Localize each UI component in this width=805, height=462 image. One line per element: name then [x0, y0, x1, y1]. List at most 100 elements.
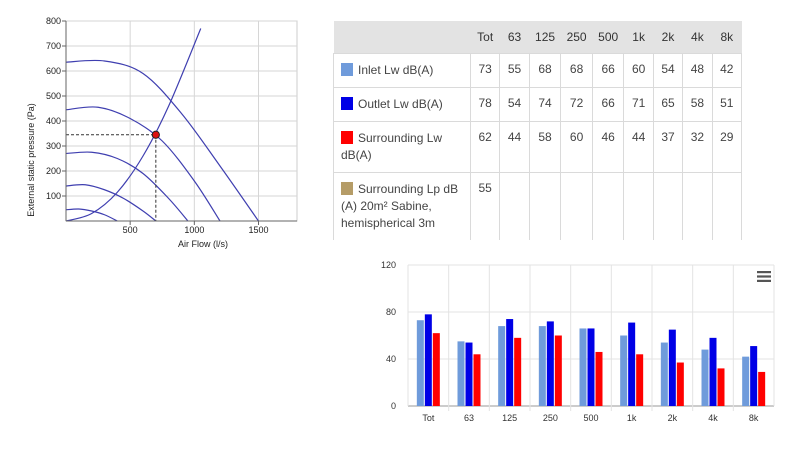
- fan-curve-line: [65, 184, 157, 222]
- operating-point-marker: [151, 130, 160, 139]
- fan-chart-grid: [65, 20, 298, 222]
- table-cell: [711, 172, 743, 240]
- bar-surrounding-lw-db-a: [554, 335, 562, 406]
- table-cell: [682, 172, 713, 240]
- table-cell: 72: [560, 87, 593, 122]
- fan-x-tick-label: 1500: [248, 225, 268, 235]
- table-cell: [652, 172, 684, 240]
- table-header-cell: 2k: [653, 21, 683, 54]
- table-cell: 78: [469, 87, 501, 122]
- bar-surrounding-lw-db-a: [758, 371, 766, 406]
- table-row: Surrounding Lw dB(A) 62 44 58 60 46 44 37 32 29: [333, 121, 743, 173]
- bar-x-tick-label: 8k: [749, 413, 759, 423]
- bar-y-tick-label: 120: [381, 260, 396, 270]
- fan-curve-line: [65, 208, 118, 222]
- bar-inlet-lw-db-a: [742, 356, 750, 406]
- fan-y-tick-label: 100: [46, 191, 61, 201]
- table-cell: 55: [499, 53, 530, 88]
- series-color-swatch: [341, 131, 353, 144]
- table-cell: 37: [652, 121, 684, 173]
- table-cell: 46: [591, 121, 625, 173]
- table-cell: [560, 172, 593, 240]
- bar-x-tick-label: 2k: [668, 413, 678, 423]
- table-row: Inlet Lw dB(A) 73 55 68 68 66 60 54 48 42: [333, 53, 743, 88]
- table-header-row: Tot 63 125 250 500 1k 2k 4k 8k: [333, 21, 742, 54]
- table-cell: 60: [560, 121, 593, 173]
- bar-x-tick-label: Tot: [422, 413, 435, 423]
- bar-inlet-lw-db-a: [416, 320, 424, 406]
- fan-curve-line: [65, 151, 189, 222]
- bar-inlet-lw-db-a: [538, 326, 546, 406]
- bar-x-tick-label: 500: [583, 413, 598, 423]
- table-header-cell: 4k: [682, 21, 713, 54]
- row-label-text: Inlet Lw dB(A): [358, 63, 434, 77]
- table-row: Surrounding Lp dB (A) 20m² Sabine, hemis…: [333, 172, 743, 240]
- table-cell: 60: [623, 53, 654, 88]
- bar-x-tick-label: 63: [464, 413, 474, 423]
- table-cell: 58: [682, 87, 713, 122]
- table-row-label: Outlet Lw dB(A): [333, 87, 471, 122]
- sound-bar-chart: 0 40 80 120 Tot 63 125 250 500 1k 2k 4k 8k: [381, 260, 775, 423]
- table-cell: [591, 172, 625, 240]
- table-cell: 42: [711, 53, 743, 88]
- fan-chart-axes: 100 200 300 400 500 600 700 800 500 1000 1500: [46, 16, 297, 235]
- bar-x-tick-label: 1k: [627, 413, 637, 423]
- bar-inlet-lw-db-a: [579, 328, 587, 406]
- bar-surrounding-lw-db-a: [514, 337, 522, 406]
- bar-outlet-lw-db-a: [546, 321, 554, 406]
- table-header-cell: 500: [592, 21, 624, 54]
- table-cell: [528, 172, 562, 240]
- table-header-cell: 63: [499, 21, 530, 54]
- table-row-label: Surrounding Lw dB(A): [333, 121, 471, 173]
- bar-outlet-lw-db-a: [587, 328, 595, 406]
- table-header-cell: 125: [529, 21, 561, 54]
- bar-surrounding-lw-db-a: [717, 368, 725, 406]
- hamburger-menu-icon[interactable]: [757, 271, 771, 282]
- table-cell: 74: [528, 87, 562, 122]
- table-cell: 48: [682, 53, 713, 88]
- row-label-text: Surrounding Lp dB (A) 20m² Sabine, hemis…: [341, 182, 459, 230]
- table-cell: 62: [469, 121, 501, 173]
- table-cell: 65: [652, 87, 684, 122]
- series-color-swatch: [341, 182, 353, 195]
- fan-chart-curves: [65, 28, 259, 222]
- bar-inlet-lw-db-a: [498, 326, 506, 406]
- table-cell: 51: [711, 87, 743, 122]
- fan-y-tick-label: 200: [46, 166, 61, 176]
- table-cell: 54: [652, 53, 684, 88]
- table-cell: [623, 172, 654, 240]
- row-label-text: Surrounding Lw dB(A): [341, 131, 443, 162]
- bar-x-tick-label: 125: [502, 413, 517, 423]
- fan-y-tick-label: 300: [46, 141, 61, 151]
- bar-chart-labels: 0 40 80 120 Tot 63 125 250 500 1k 2k 4k 8k: [381, 260, 759, 423]
- sound-data-table: Tot 63 125 250 500 1k 2k 4k 8k Inlet Lw dB(A) 73 5…: [333, 21, 743, 240]
- bar-surrounding-lw-db-a: [473, 354, 481, 406]
- fan-curve-line: [65, 106, 221, 222]
- bar-inlet-lw-db-a: [457, 341, 465, 406]
- bar-chart-bars: [416, 314, 766, 406]
- bar-surrounding-lw-db-a: [432, 333, 440, 406]
- table-cell: 55: [469, 172, 501, 240]
- fan-x-axis-label: Air Flow (l/s): [178, 239, 228, 249]
- bar-surrounding-lw-db-a: [676, 362, 684, 406]
- bar-outlet-lw-db-a: [709, 337, 717, 406]
- bar-inlet-lw-db-a: [660, 342, 668, 406]
- bar-y-tick-label: 0: [391, 401, 396, 411]
- table-cell: [499, 172, 530, 240]
- table-row-label: Surrounding Lp dB (A) 20m² Sabine, hemis…: [333, 172, 471, 240]
- series-color-swatch: [341, 63, 353, 76]
- table-cell: 68: [560, 53, 593, 88]
- table-cell: 58: [528, 121, 562, 173]
- bar-outlet-lw-db-a: [465, 342, 473, 406]
- bar-outlet-lw-db-a: [424, 314, 432, 406]
- fan-y-tick-label: 800: [46, 16, 61, 26]
- bar-outlet-lw-db-a: [668, 329, 676, 406]
- table-row-label: Inlet Lw dB(A): [333, 53, 471, 88]
- fan-y-tick-label: 400: [46, 116, 61, 126]
- table-cell: 73: [469, 53, 501, 88]
- fan-x-tick-label: 1000: [184, 225, 204, 235]
- fan-x-tick-label: 500: [123, 225, 138, 235]
- bar-outlet-lw-db-a: [628, 322, 636, 406]
- bar-y-tick-label: 40: [386, 354, 396, 364]
- row-label-text: Outlet Lw dB(A): [358, 97, 443, 111]
